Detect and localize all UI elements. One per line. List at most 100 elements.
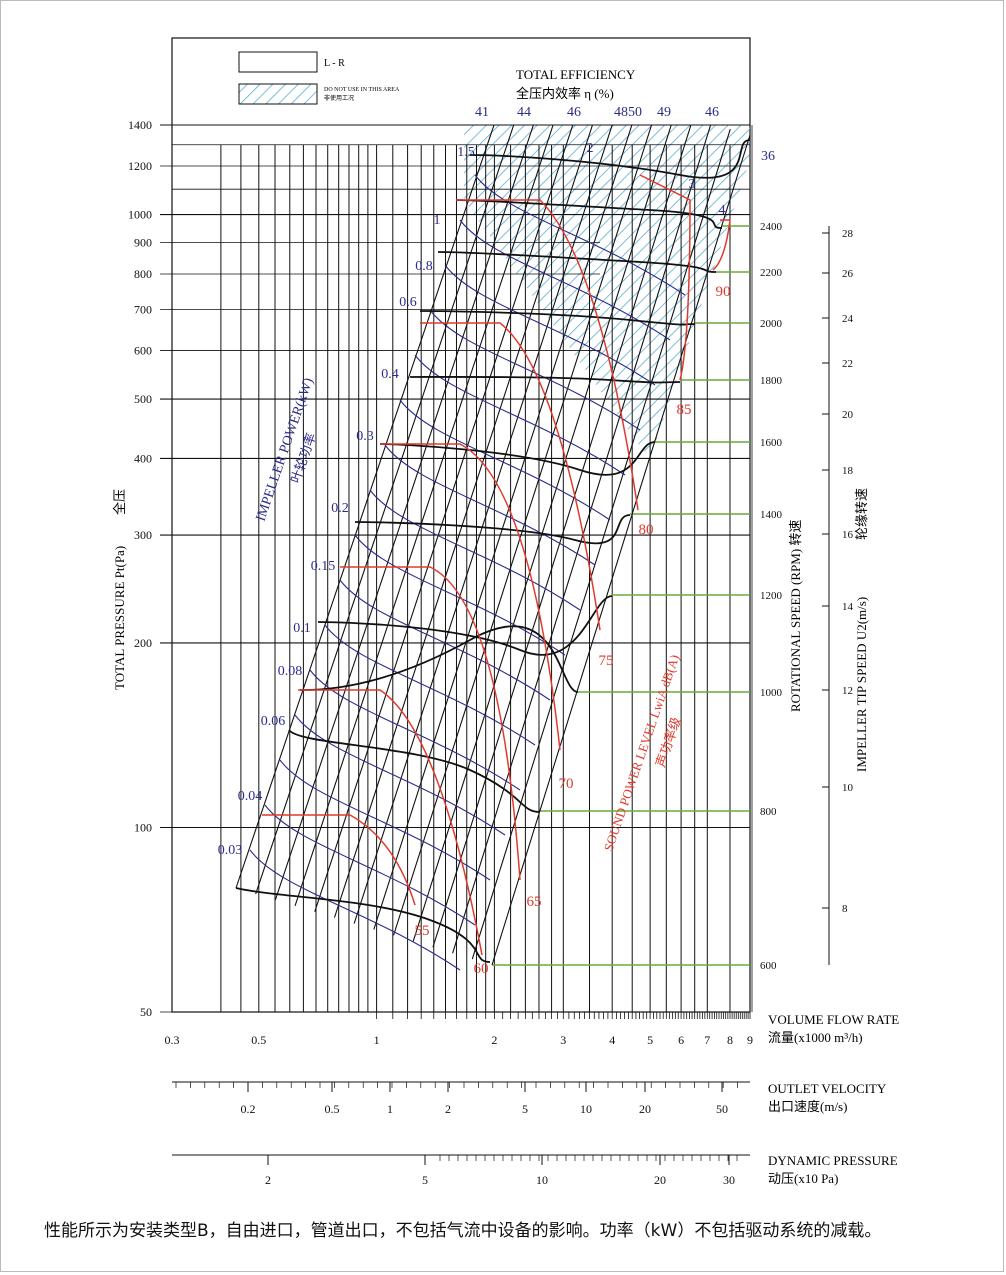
x-tick-label: 8 [727,1033,733,1047]
rpm-label: 2200 [760,267,783,279]
power-label: 0.8 [415,259,433,274]
x-tick-label: 9 [747,1033,753,1047]
system-line [491,134,751,966]
fan-curve [455,199,723,229]
volume-flow-title: VOLUME FLOW RATE [768,1012,899,1027]
efficiency-title: TOTAL EFFICIENCY [516,67,636,82]
power-label: 0.2 [331,501,349,516]
fan-curve [419,310,696,326]
power-label: 0.4 [381,367,399,382]
y-tick-label: 600 [134,344,152,358]
power-curve [264,804,476,926]
tip-speed-label: 18 [842,465,854,477]
rpm-label: 1000 [760,687,783,699]
y-tick-label: 50 [140,1005,152,1019]
sound-label: 55 [415,923,430,939]
legend-no-use-label: DO NOT USE IN THIS AREA [324,87,400,93]
power-label: 4 [719,203,726,218]
power-label: 0.06 [261,714,286,729]
sound-label: 90 [716,284,731,300]
dynamic-pressure-tick-label: 10 [536,1173,548,1187]
footnote: 性能所示为安装类型B，自由进口，管道出口，不包括气流中设备的影响。功率（kW）不… [44,1221,882,1241]
sound-curve [298,689,483,956]
x-tick-label: 1 [374,1033,380,1047]
power-label: 1.5 [457,145,475,160]
power-curve [459,219,671,341]
tip-speed-title: IMPELLER TIP SPEED U2(m/s) [854,597,869,772]
x-tick-label: 0.5 [251,1033,266,1047]
dynamic-pressure-tick-label: 5 [422,1173,428,1187]
y-tick-label: 200 [134,636,152,650]
axes: 1400 1200 1000 900 800 700 600 500 400 300 200 100 5… [128,118,854,1187]
rpm-label: 600 [760,960,777,972]
y-tick-label: 100 [134,820,152,834]
volume-flow-title-cn: 流量(x1000 m³/h) [768,1030,863,1045]
y-tick-label: 800 [134,267,152,281]
fan-curve [469,139,751,179]
sound-curve [420,322,601,631]
outlet-velocity-tick-label: 1 [387,1102,393,1116]
power-label: 1 [434,213,441,228]
x-tick-label: 5 [647,1033,653,1047]
y-tick-label: 500 [134,392,152,406]
tip-speed-label: 12 [842,685,853,697]
power-curve [249,849,461,971]
fan-curve [235,887,491,963]
power-label: 0.3 [356,429,374,444]
power-curve [294,714,506,836]
efficiency-label: 4850 [614,105,642,120]
legend-hatch-swatch [238,83,318,105]
tip-speed-label: 14 [842,601,854,613]
y-tick-label: 900 [134,236,152,250]
fan-curve [409,375,681,384]
x-tick-label: 6 [678,1033,684,1047]
sound-curve [639,174,691,381]
power-curve [384,444,596,566]
y-axis-title: TOTAL PRESSURE Pt(Pa) [112,546,127,690]
power-curve [339,579,551,701]
rpm-label: 800 [760,806,777,818]
power-curve [474,174,686,296]
x-tick-label: 2 [491,1033,497,1047]
power-label: 3 [689,177,696,192]
power-label: 0.04 [238,789,263,804]
tip-speed-label: 24 [842,313,854,325]
dynamic-pressure-tick-label: 2 [265,1173,271,1187]
tip-speed-label: 28 [842,228,854,240]
efficiency-label: 46 [567,105,581,120]
sound-curve [456,199,639,511]
legend-lr-swatch [238,51,318,73]
fan-curve [354,514,631,545]
power-curve [414,354,626,476]
power-curve [429,309,641,431]
y-tick-label: 400 [134,451,152,465]
fan-curve [379,441,656,476]
y-tick-label: 1400 [128,118,152,132]
x-tick-label: 0.3 [165,1033,180,1047]
grid-lines [160,124,751,1013]
x-tick-label: 3 [560,1033,566,1047]
efficiency-title-cn: 全压内效率 η (%) [516,86,614,101]
rpm-label: 1200 [760,590,783,602]
rotational-speed-title: ROTATIONAL SPEED (RPM) 转速 [788,520,803,712]
outlet-velocity-tick-label: 10 [580,1102,592,1116]
outlet-velocity-tick-label: 50 [716,1102,728,1116]
outlet-velocity-tick-label: 5 [522,1102,528,1116]
fan-curves [235,139,751,963]
dynamic-pressure-title-cn: 动压(x10 Pa) [768,1171,838,1186]
rpm-label: 2000 [760,318,783,330]
dynamic-pressure-tick-label: 30 [723,1173,735,1187]
y-tick-label: 300 [134,528,152,542]
sound-label: 85 [677,402,692,418]
outlet-velocity-title-cn: 出口速度(m/s) [768,1099,847,1114]
outlet-velocity-title: OUTLET VELOCITY [768,1081,887,1096]
fan-performance-chart: L - R DO NOT USE IN THIS AREA 非使用工况 TOTA… [112,37,899,1187]
efficiency-label: 44 [517,105,531,120]
efficiency-label: 49 [657,105,671,120]
tip-speed-label: 16 [842,529,854,541]
rpm-label: 1800 [760,375,783,387]
power-curve [354,534,566,656]
sound-label: 60 [474,961,489,977]
legend-no-use-label-cn: 非使用工况 [324,94,354,102]
